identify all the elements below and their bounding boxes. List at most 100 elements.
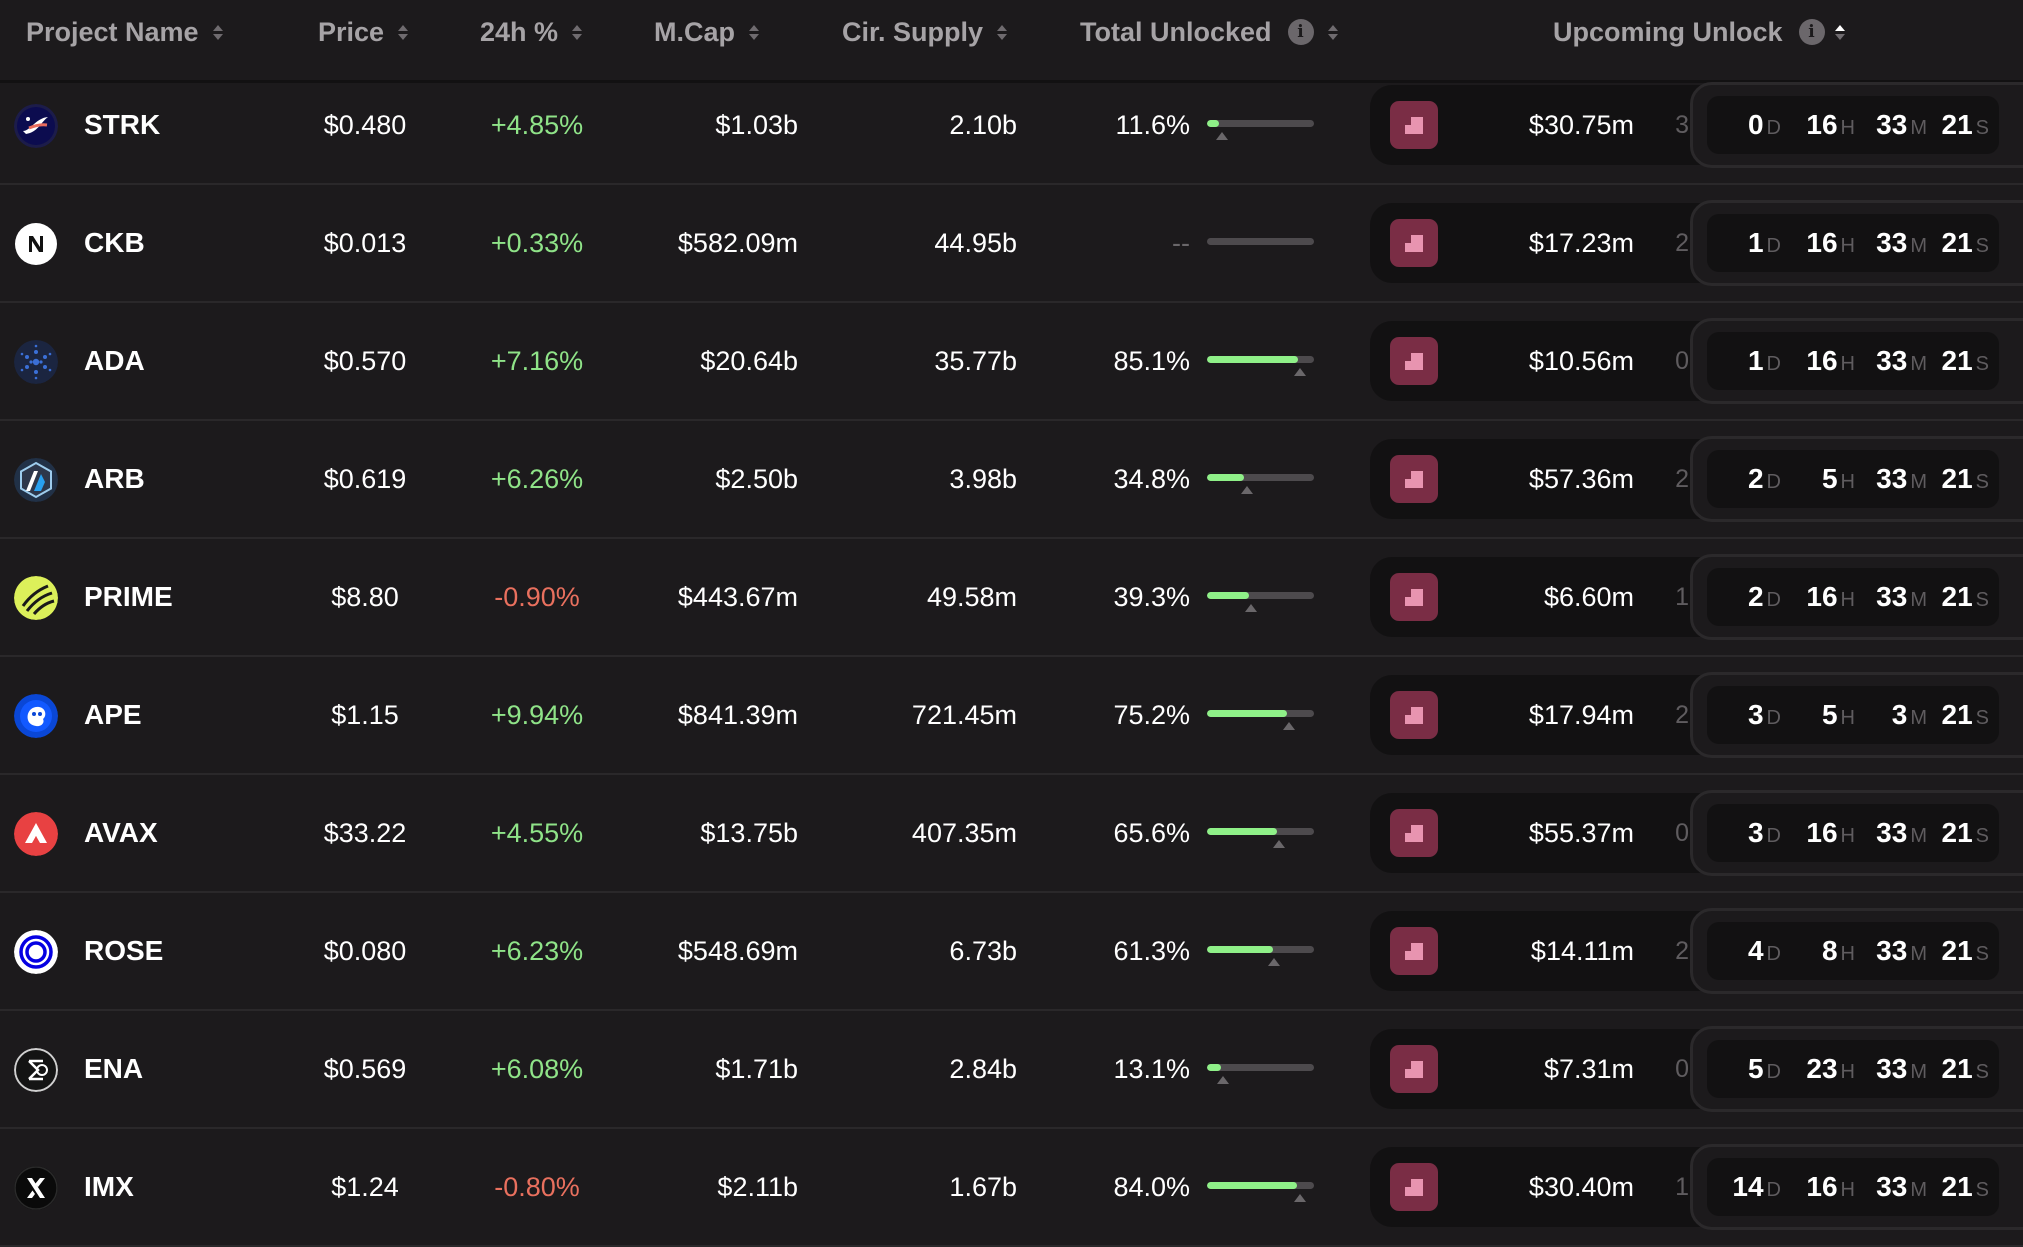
unlock-countdown: 4 D 8 H 33 M 21 S [1690, 908, 2023, 994]
countdown-minutes-value: 33 [1876, 817, 1908, 848]
sort-icon-active[interactable] [1834, 21, 1845, 43]
sort-icon[interactable] [398, 21, 409, 43]
table-row[interactable]: PRIME $8.80 -0.90% $443.67m 49.58m 39.3% $6.60… [0, 539, 2023, 657]
countdown-minutes: 33 M [1857, 1040, 1927, 1098]
project-symbol[interactable]: STRK [84, 109, 161, 140]
project-symbol[interactable]: ENA [84, 1053, 144, 1084]
oasis-icon [14, 930, 58, 974]
col-price-label: Price [318, 16, 385, 47]
countdown-days-value: 2 [1747, 463, 1764, 494]
countdown-display: 14 D 16 H 33 M 21 S [1707, 1158, 1999, 1216]
next-unlock-marker-icon [1294, 1194, 1307, 1202]
countdown-minutes: 33 M [1857, 804, 1927, 862]
col-24h-change[interactable]: 24h % [480, 0, 583, 64]
countdown-seconds-value: 21 [1941, 1053, 1973, 1084]
countdown-seconds-value: 21 [1941, 581, 1973, 612]
table-row[interactable]: ROSE $0.080 +6.23% $548.69m 6.73b 61.3% $14.11… [0, 893, 2023, 1011]
market-cap-value: $13.75b [700, 817, 798, 848]
table-row[interactable]: ARB$0.619+6.26%$2.50b3.98b34.8%$57.36m2.… [0, 421, 2023, 539]
countdown-days-value: 2 [1747, 581, 1764, 612]
progress-track [1207, 828, 1314, 835]
change-24h-value: -0.90% [494, 581, 580, 612]
info-icon[interactable]: i [1287, 19, 1314, 45]
total-unlocked-percent: 85.1% [1113, 345, 1190, 376]
table-row[interactable]: APE $1.15 +9.94% $841.39m 721.45m 75.2% $17.94… [0, 657, 2023, 775]
countdown-seconds: 21 S [1919, 450, 1990, 508]
price-value: $1.24 [331, 1171, 399, 1202]
project-symbol[interactable]: APE [84, 699, 142, 730]
table-row[interactable]: STRK $0.480 +4.85% $1.03b 2.10b 11.6% $30.75m 3… [0, 67, 2023, 185]
table-row[interactable]: CKB$0.013+0.33%$582.09m44.95b--$17.23m2.… [0, 185, 2023, 303]
project-symbol[interactable]: PRIME [84, 581, 173, 612]
countdown-seconds-value: 21 [1941, 699, 1973, 730]
next-unlock-marker-icon [1294, 368, 1307, 376]
sort-icon[interactable] [997, 21, 1008, 43]
col-project-name[interactable]: Project Name [26, 0, 223, 64]
project-symbol[interactable]: ROSE [84, 935, 164, 966]
next-unlock-marker-icon [1283, 722, 1296, 730]
table-row[interactable]: ENA$0.569+6.08%$1.71b2.84b13.1%$7.31m0.4… [0, 1011, 2023, 1129]
total-unlocked-percent: 84.0% [1113, 1171, 1190, 1202]
total-unlocked-percent: 39.3% [1113, 581, 1190, 612]
col-cir-supply[interactable]: Cir. Supply [842, 0, 1008, 64]
project-symbol[interactable]: AVAX [84, 817, 158, 848]
countdown-seconds: 21 S [1919, 1040, 1990, 1098]
progress-track [1207, 474, 1314, 481]
countdown-hours-unit: H [1840, 706, 1855, 729]
project-symbol[interactable]: ADA [84, 345, 145, 376]
unlock-countdown: 5 D 23 H 33 M 21 S [1690, 1026, 2023, 1112]
countdown-hours-value: 16 [1806, 345, 1838, 376]
unlock-countdown: 2 D 16 H 33 M 21 S [1690, 554, 2023, 640]
countdown-hours: 16 H [1785, 214, 1855, 272]
table-row[interactable]: ADA $0.570 +7.16% $20.64b 35.77b 85.1% $10.56m… [0, 303, 2023, 421]
circulating-supply-value: 49.58m [926, 581, 1017, 612]
project-symbol[interactable]: CKB [84, 227, 145, 258]
countdown-days-unit: D [1766, 1060, 1781, 1083]
project-symbol[interactable]: IMX [84, 1171, 134, 1202]
total-unlocked-percent: 61.3% [1113, 935, 1190, 966]
unlock-icon [1390, 337, 1438, 385]
sort-icon[interactable] [1327, 21, 1338, 43]
market-cap-value: $841.39m [677, 699, 798, 730]
unlock-value: $30.75m [1528, 109, 1634, 140]
countdown-seconds-unit: S [1975, 824, 1989, 847]
countdown-minutes-unit: M [1910, 1060, 1927, 1083]
countdown-hours: 16 H [1785, 804, 1855, 862]
price-value: $0.480 [323, 109, 407, 140]
sort-icon[interactable] [749, 21, 759, 43]
project-symbol[interactable]: ARB [84, 463, 145, 494]
col-upcoming-unlock[interactable]: Upcoming Unlock i [1553, 0, 1845, 64]
countdown-minutes-unit: M [1910, 234, 1927, 257]
sort-icon[interactable] [212, 21, 223, 43]
countdown-days-value: 3 [1747, 699, 1764, 730]
col-total-unlocked[interactable]: Total Unlocked i [1080, 0, 1338, 64]
total-unlocked-percent: 13.1% [1113, 1053, 1190, 1084]
sort-icon[interactable] [572, 21, 583, 43]
circulating-supply-value: 44.95b [934, 227, 1017, 258]
table-row[interactable]: IMX$1.24-0.80%$2.11b1.67b84.0%$30.40m1.4… [0, 1129, 2023, 1247]
countdown-display: 0 D 16 H 33 M 21 S [1707, 96, 1999, 154]
col-price[interactable]: Price [318, 0, 409, 64]
unlock-progress-bar [1207, 1064, 1314, 1090]
progress-track [1207, 238, 1314, 245]
countdown-seconds: 21 S [1919, 214, 1990, 272]
progress-track [1207, 1064, 1314, 1071]
table-row[interactable]: AVAX $33.22 +4.55% $13.75b 407.35m 65.6% $55.3… [0, 775, 2023, 893]
col-mcap[interactable]: M.Cap [654, 0, 759, 64]
info-icon[interactable]: i [1798, 19, 1825, 45]
total-unlocked-percent: 65.6% [1113, 817, 1190, 848]
circulating-supply-value: 3.98b [949, 463, 1017, 494]
countdown-minutes-value: 33 [1876, 581, 1908, 612]
